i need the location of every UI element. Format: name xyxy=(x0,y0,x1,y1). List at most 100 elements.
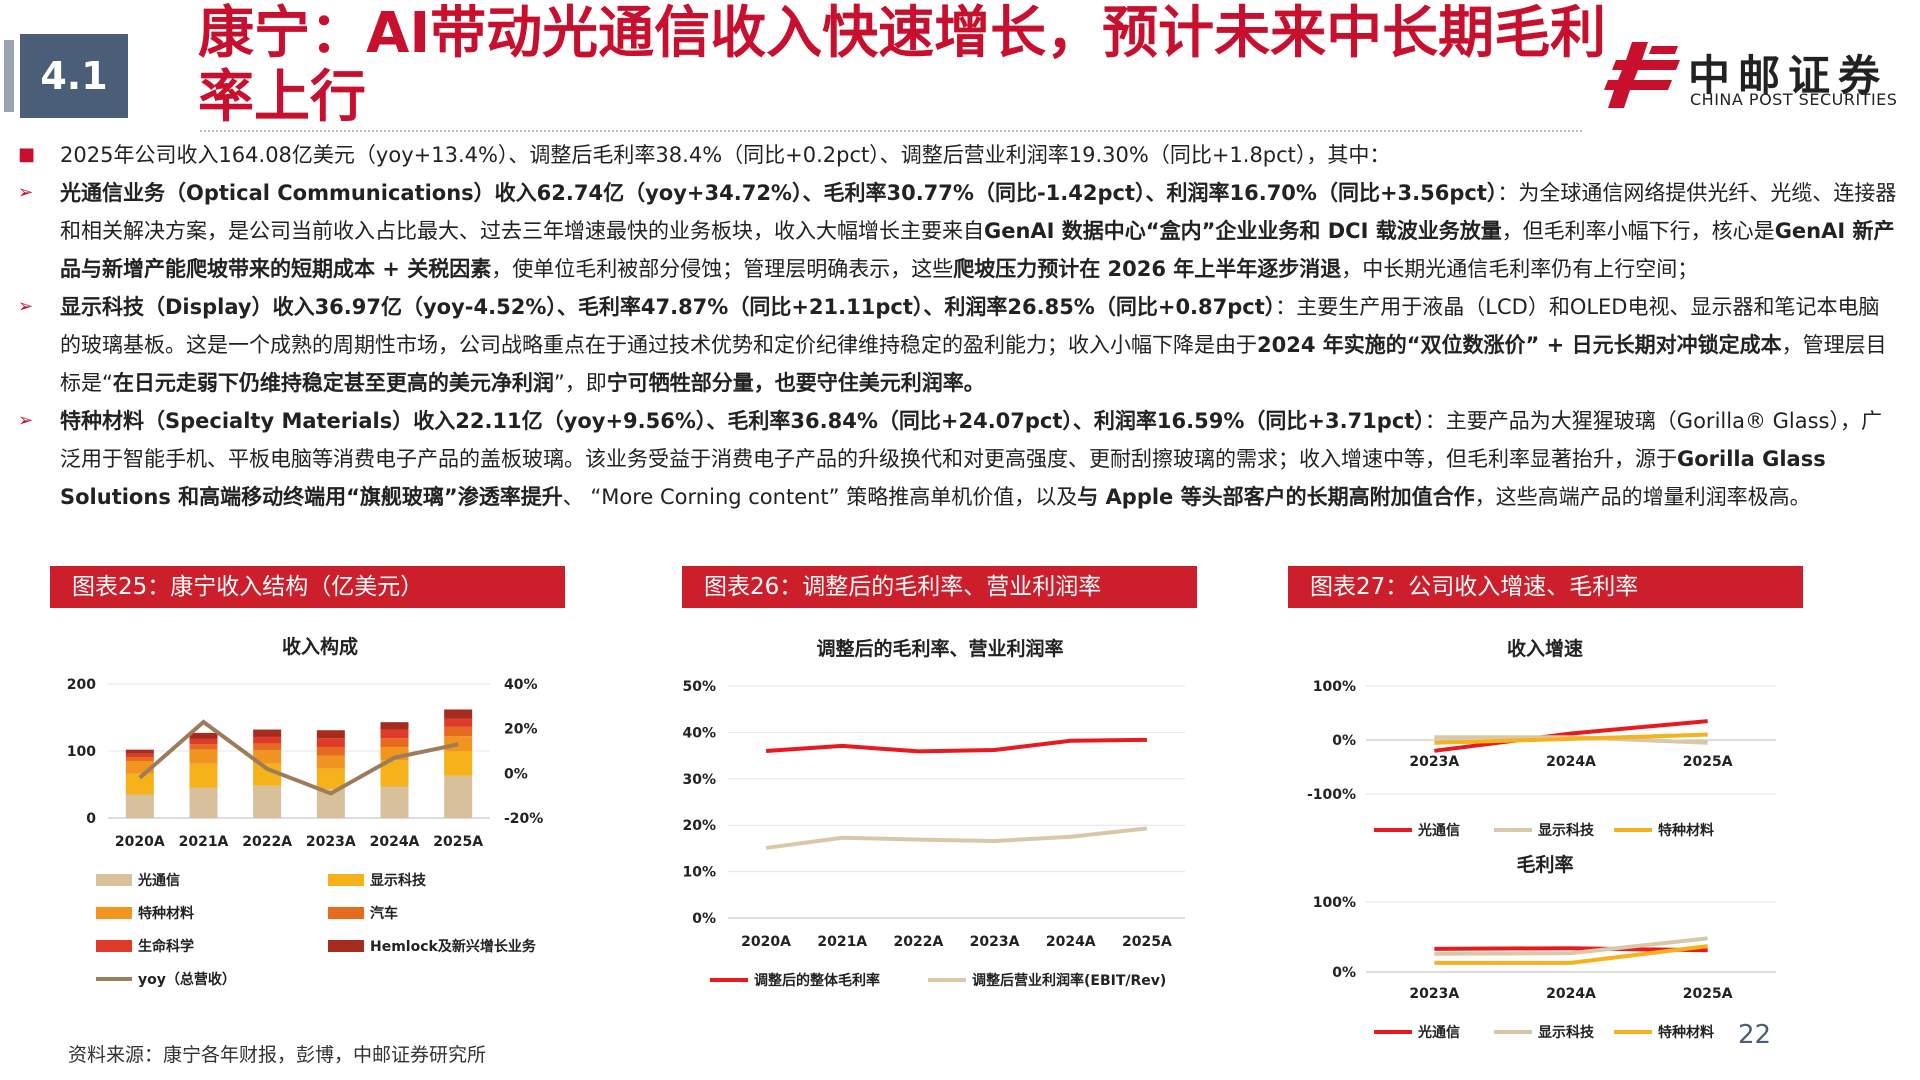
figure-25-header: 图表25：康宁收入结构（亿美元） xyxy=(50,566,565,608)
legend-label: 显示科技 xyxy=(370,872,427,889)
series-line xyxy=(1434,732,1708,745)
bar-segment xyxy=(444,775,473,818)
x-tick-label: 2023A xyxy=(970,934,1020,950)
header-accent-bar xyxy=(4,40,14,112)
y-tick-label: 100% xyxy=(1313,895,1356,911)
legend-label: 调整后的整体毛利率 xyxy=(754,972,880,989)
series-line xyxy=(1434,719,1708,753)
bar-segment xyxy=(444,718,473,727)
segment-specialty: ➢ 特种材料（Specialty Materials）收入22.11亿（yoy+… xyxy=(14,402,1899,516)
y-tick-label: -100% xyxy=(1307,787,1356,803)
x-tick-label: 2020A xyxy=(741,934,791,950)
segment-text: ，但毛利率小幅下行，核心是 xyxy=(1501,219,1775,243)
x-tick-label: 2025A xyxy=(1683,986,1733,1002)
yoy-line xyxy=(138,719,459,796)
bar-segment xyxy=(444,709,473,719)
summary-paragraph: ■ 2025年公司收入164.08亿美元（yoy+13.4%）、调整后毛利率38… xyxy=(14,136,1899,174)
bar-segment xyxy=(253,729,282,737)
segment-emphasis: GenAI 新产品与新增产能爬坡带来的短期成本 + 关税因素 xyxy=(60,219,1895,281)
bar-segment xyxy=(316,768,345,790)
bar-segment xyxy=(316,746,345,756)
legend-swatch xyxy=(96,907,132,919)
x-tick-label: 2024A xyxy=(1046,934,1096,950)
bar-segment xyxy=(253,743,282,751)
y-tick-label: 20% xyxy=(682,818,716,834)
segment-emphasis: 爬坡压力预计在 2026 年上半年逐步消退 xyxy=(953,257,1342,281)
analysis-text: ■ 2025年公司收入164.08亿美元（yoy+13.4%）、调整后毛利率38… xyxy=(14,136,1899,516)
y-tick-label: 40% xyxy=(682,725,716,741)
bar-segment xyxy=(189,744,218,750)
y-tick-label: 200 xyxy=(67,677,96,693)
bar-segment xyxy=(189,749,218,764)
x-tick-label: 2025A xyxy=(1122,934,1172,950)
segment-emphasis: Gorilla Glass Solutions 和高端移动终端用“旗舰玻璃”渗透… xyxy=(60,447,1826,509)
x-tick-label: 2024A xyxy=(1546,754,1596,770)
segment-headline: 显示科技（Display）收入36.97亿（yoy-4.52%）、毛利率47.8… xyxy=(60,295,1276,319)
legend-swatch xyxy=(96,874,132,886)
legend-label: yoy（总营收） xyxy=(138,971,236,988)
page-title: 康宁：AI带动光通信收入快速增长，预计未来中长期毛利率上行 xyxy=(198,1,1607,130)
y-tick-label: 30% xyxy=(682,772,716,788)
bar-segment xyxy=(189,732,218,739)
bar-segment xyxy=(316,755,345,769)
chart-1-title: 收入构成 xyxy=(281,636,358,658)
bar-segment xyxy=(125,753,154,758)
legend-label: 光通信 xyxy=(137,872,180,889)
segment-text: ，使单位毛利被部分侵蚀；管理层明确表示，这些 xyxy=(491,257,954,281)
x-tick-label: 2025A xyxy=(1683,754,1733,770)
growth-chart: -100% 0% 100% 2023A 2024A 2025A 光通信 显示科技 特种材料 xyxy=(1307,679,1776,839)
arrow-bullet-icon: ➢ xyxy=(18,182,34,203)
bar-segment xyxy=(125,794,154,818)
x-tick-label: 2025A xyxy=(433,834,483,850)
legend-label: 特种材料 xyxy=(138,905,194,922)
y2-tick-label: 40% xyxy=(504,677,538,693)
legend-swatch xyxy=(328,874,364,886)
x-tick-label: 2022A xyxy=(242,834,292,850)
y-tick-label: 0% xyxy=(1332,965,1356,981)
company-logo: 中邮证券 CHINA POST SECURITIES xyxy=(1602,38,1902,114)
y-tick-label: 10% xyxy=(682,865,716,881)
y-tick-label: 0 xyxy=(86,811,96,827)
series-line xyxy=(765,737,1147,754)
legend-swatch xyxy=(96,940,132,952)
legend-label: 生命科学 xyxy=(138,938,194,955)
china-post-logo-icon xyxy=(1604,42,1680,108)
bar-segment xyxy=(444,736,473,751)
legend-label: 特种材料 xyxy=(1658,822,1714,839)
series-line xyxy=(1434,946,1708,953)
margin-chart: 0% 10% 20% 30% 40% 50% 2020A 2021A 2022A 2023A 202… xyxy=(682,679,1185,989)
logo-chinese-name: 中邮证券 xyxy=(1688,51,1889,100)
bar-segment xyxy=(380,722,409,730)
arrow-bullet-icon: ➢ xyxy=(18,296,34,317)
header-divider xyxy=(200,130,1582,132)
segment-optical: ➢ 光通信业务（Optical Communications）收入62.74亿（… xyxy=(14,174,1899,288)
segment-text: ：主要生产用于液晶（LCD）和OLED电视、显示器和笔记本电脑的玻璃基板。这是一… xyxy=(60,295,1880,357)
chart-4-title: 毛利率 xyxy=(1516,854,1574,876)
bar-segment xyxy=(125,749,154,754)
y-tick-label: 0% xyxy=(1332,733,1356,749)
bar-segment xyxy=(444,751,473,776)
bar-segment xyxy=(253,736,282,744)
summary-text: 2025年公司收入164.08亿美元（yoy+13.4%）、调整后毛利率38.4… xyxy=(60,143,1391,167)
legend-label: Hemlock及新兴增长业务 xyxy=(370,938,537,955)
figure-26-header: 图表26：调整后的毛利率、营业利润率 xyxy=(682,566,1197,608)
bar-segment xyxy=(380,738,409,747)
y-tick-label: 100 xyxy=(67,744,96,760)
y-tick-label: 50% xyxy=(682,679,716,695)
y-tick-label: 100% xyxy=(1313,679,1356,695)
bar-segment xyxy=(253,785,282,818)
series-line xyxy=(1434,944,1708,965)
square-bullet-icon: ■ xyxy=(18,144,36,165)
y2-tick-label: 20% xyxy=(504,722,538,738)
segment-text: ”，即 xyxy=(553,371,607,395)
bar-segment xyxy=(316,738,345,747)
x-tick-label: 2023A xyxy=(306,834,356,850)
bar-segment xyxy=(380,729,409,739)
segment-display: ➢ 显示科技（Display）收入36.97亿（yoy-4.52%）、毛利率47… xyxy=(14,288,1899,402)
bar-segment xyxy=(253,750,282,764)
x-tick-label: 2024A xyxy=(370,834,420,850)
page-number: 22 xyxy=(1738,1020,1772,1050)
x-tick-label: 2021A xyxy=(179,834,229,850)
segment-text: ：主要产品为大猩猩玻璃（Gorilla® Glass），广泛用于智能手机、平板电… xyxy=(60,409,1882,471)
bar-segment xyxy=(125,757,154,762)
